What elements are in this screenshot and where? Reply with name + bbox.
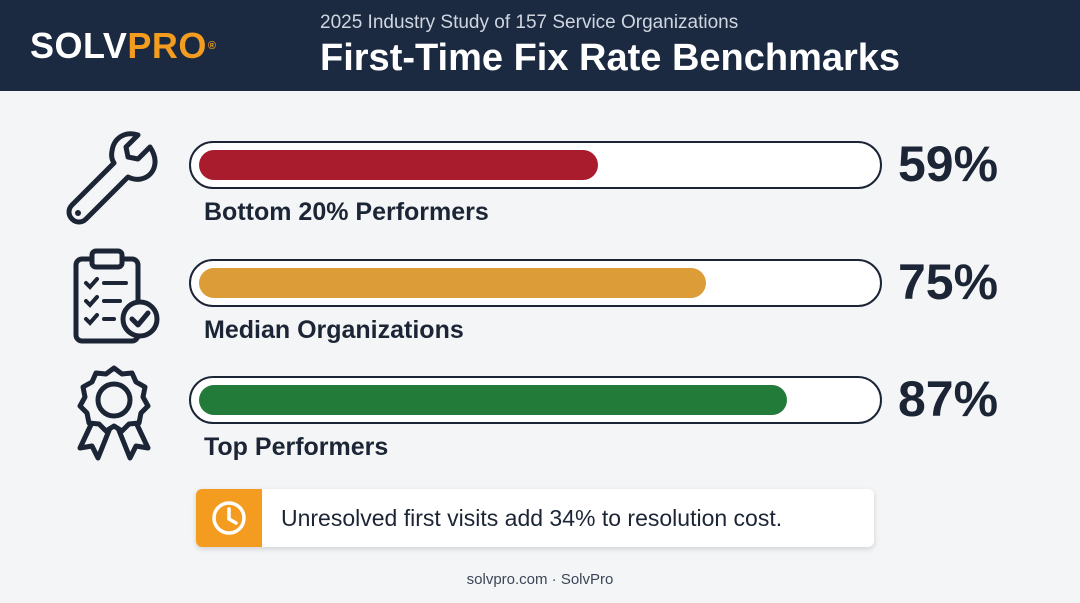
benchmark-row-bottom: 59% Bottom 20% Performers — [0, 131, 1080, 251]
chart-title: First-Time Fix Rate Benchmarks — [320, 37, 901, 79]
bar-fill-median — [199, 268, 706, 298]
bar-track-top — [189, 376, 882, 424]
logo-registered-mark: ® — [207, 40, 217, 52]
logo-text-primary: SOLV — [30, 25, 128, 66]
callout-text: Unresolved first visits add 34% to resol… — [281, 505, 783, 531]
cost-callout: Unresolved first visits add 34% to resol… — [196, 489, 874, 547]
category-label-median: Median Organizations — [204, 316, 464, 344]
value-label-median: 75% — [898, 254, 999, 310]
benchmark-row-top: 87% Top Performers — [0, 365, 1080, 486]
clock-icon — [212, 501, 246, 535]
brand-logo: SOLVPRO® — [30, 26, 216, 66]
award-ribbon-icon — [77, 365, 151, 461]
category-label-bottom: Bottom 20% Performers — [204, 198, 489, 226]
bar-track-median — [189, 259, 882, 307]
value-label-top: 87% — [898, 371, 999, 427]
header-banner: SOLVPRO® 2025 Industry Study of 157 Serv… — [0, 0, 1080, 91]
wrench-icon — [66, 131, 158, 225]
chart-subtitle: 2025 Industry Study of 157 Service Organ… — [320, 12, 739, 33]
clipboard-checklist-icon — [73, 248, 160, 344]
logo-text-accent: PRO — [127, 25, 207, 66]
callout-badge — [196, 489, 262, 547]
bar-track-bottom — [189, 141, 882, 189]
value-label-bottom: 59% — [898, 136, 999, 192]
bar-fill-top — [199, 385, 787, 415]
benchmark-row-median: 75% Median Organizations — [0, 248, 1080, 369]
footer-source: solvpro.com · SolvPro — [466, 571, 614, 588]
category-label-top: Top Performers — [204, 433, 389, 461]
bar-fill-bottom — [199, 150, 598, 180]
